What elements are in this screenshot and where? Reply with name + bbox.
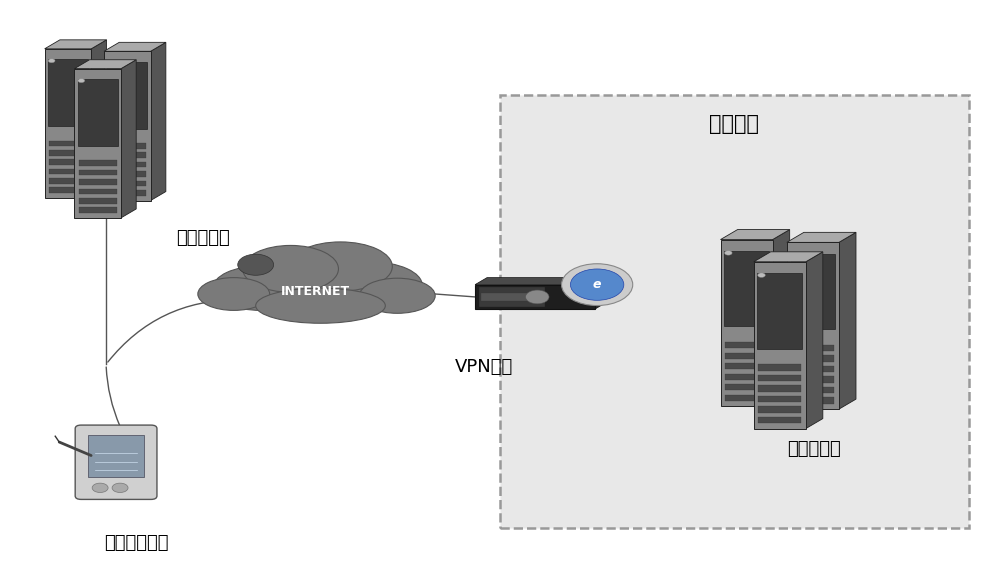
FancyBboxPatch shape <box>108 162 146 168</box>
Circle shape <box>78 79 85 83</box>
FancyBboxPatch shape <box>481 293 531 300</box>
FancyBboxPatch shape <box>725 395 768 401</box>
FancyBboxPatch shape <box>725 353 768 359</box>
FancyBboxPatch shape <box>725 384 768 390</box>
FancyBboxPatch shape <box>721 239 773 406</box>
FancyBboxPatch shape <box>79 179 117 185</box>
FancyBboxPatch shape <box>79 170 117 175</box>
Text: e: e <box>593 278 601 291</box>
FancyBboxPatch shape <box>74 69 121 218</box>
Ellipse shape <box>319 262 422 309</box>
Circle shape <box>570 269 624 300</box>
Polygon shape <box>595 278 607 309</box>
FancyBboxPatch shape <box>108 152 146 158</box>
FancyBboxPatch shape <box>48 59 88 126</box>
FancyBboxPatch shape <box>49 178 87 183</box>
Polygon shape <box>45 40 107 49</box>
Polygon shape <box>839 232 856 409</box>
FancyBboxPatch shape <box>49 169 87 174</box>
Ellipse shape <box>289 242 392 291</box>
Polygon shape <box>754 252 823 262</box>
FancyBboxPatch shape <box>104 51 151 201</box>
FancyBboxPatch shape <box>754 262 806 429</box>
Circle shape <box>725 250 732 255</box>
Text: INTERNET: INTERNET <box>281 285 350 298</box>
FancyBboxPatch shape <box>791 254 835 329</box>
FancyBboxPatch shape <box>108 181 146 186</box>
Circle shape <box>758 273 765 278</box>
Polygon shape <box>91 40 107 198</box>
FancyBboxPatch shape <box>49 150 87 156</box>
Polygon shape <box>151 42 166 201</box>
Circle shape <box>791 253 798 258</box>
FancyBboxPatch shape <box>758 365 801 370</box>
FancyBboxPatch shape <box>758 396 801 402</box>
Polygon shape <box>787 232 856 242</box>
Ellipse shape <box>213 266 309 310</box>
FancyBboxPatch shape <box>75 425 157 499</box>
Circle shape <box>238 254 274 275</box>
Polygon shape <box>121 60 136 218</box>
FancyBboxPatch shape <box>757 273 802 349</box>
FancyBboxPatch shape <box>79 189 117 194</box>
Circle shape <box>526 290 549 304</box>
Polygon shape <box>806 252 823 429</box>
Text: 移动终端设备: 移动终端设备 <box>104 534 168 552</box>
Ellipse shape <box>198 278 270 310</box>
Polygon shape <box>104 42 166 51</box>
FancyBboxPatch shape <box>88 435 144 477</box>
FancyBboxPatch shape <box>49 188 87 193</box>
FancyBboxPatch shape <box>725 363 768 369</box>
Circle shape <box>112 483 128 493</box>
FancyBboxPatch shape <box>107 62 147 129</box>
FancyBboxPatch shape <box>108 171 146 177</box>
FancyBboxPatch shape <box>758 375 801 381</box>
Polygon shape <box>773 229 790 406</box>
Ellipse shape <box>244 262 387 320</box>
FancyBboxPatch shape <box>500 95 969 528</box>
FancyBboxPatch shape <box>108 143 146 149</box>
Polygon shape <box>74 60 136 69</box>
Circle shape <box>108 61 114 65</box>
FancyBboxPatch shape <box>78 79 118 146</box>
FancyBboxPatch shape <box>45 49 91 198</box>
FancyBboxPatch shape <box>792 387 834 393</box>
Text: 外网服务器: 外网服务器 <box>176 229 230 248</box>
FancyBboxPatch shape <box>79 208 117 213</box>
FancyBboxPatch shape <box>79 198 117 203</box>
FancyBboxPatch shape <box>79 161 117 166</box>
Ellipse shape <box>256 288 385 323</box>
FancyBboxPatch shape <box>792 366 834 372</box>
FancyBboxPatch shape <box>725 342 768 348</box>
FancyBboxPatch shape <box>725 373 768 380</box>
Text: 企业内网: 企业内网 <box>709 114 759 134</box>
FancyBboxPatch shape <box>49 141 87 146</box>
Text: 内网服务器: 内网服务器 <box>787 440 841 458</box>
Circle shape <box>92 483 108 493</box>
FancyBboxPatch shape <box>758 406 801 413</box>
FancyBboxPatch shape <box>475 285 595 309</box>
Ellipse shape <box>243 245 338 292</box>
FancyBboxPatch shape <box>479 287 545 307</box>
FancyBboxPatch shape <box>787 242 839 409</box>
FancyBboxPatch shape <box>792 355 834 362</box>
Circle shape <box>562 264 633 306</box>
FancyBboxPatch shape <box>792 376 834 383</box>
FancyBboxPatch shape <box>108 190 146 196</box>
Text: VPN设备: VPN设备 <box>455 358 513 376</box>
FancyBboxPatch shape <box>758 417 801 423</box>
Circle shape <box>48 59 55 63</box>
FancyBboxPatch shape <box>758 385 801 392</box>
Ellipse shape <box>359 278 435 313</box>
Polygon shape <box>721 229 790 239</box>
FancyBboxPatch shape <box>792 345 834 351</box>
FancyBboxPatch shape <box>792 397 834 403</box>
FancyBboxPatch shape <box>49 159 87 165</box>
Polygon shape <box>475 278 607 285</box>
FancyBboxPatch shape <box>724 251 769 326</box>
